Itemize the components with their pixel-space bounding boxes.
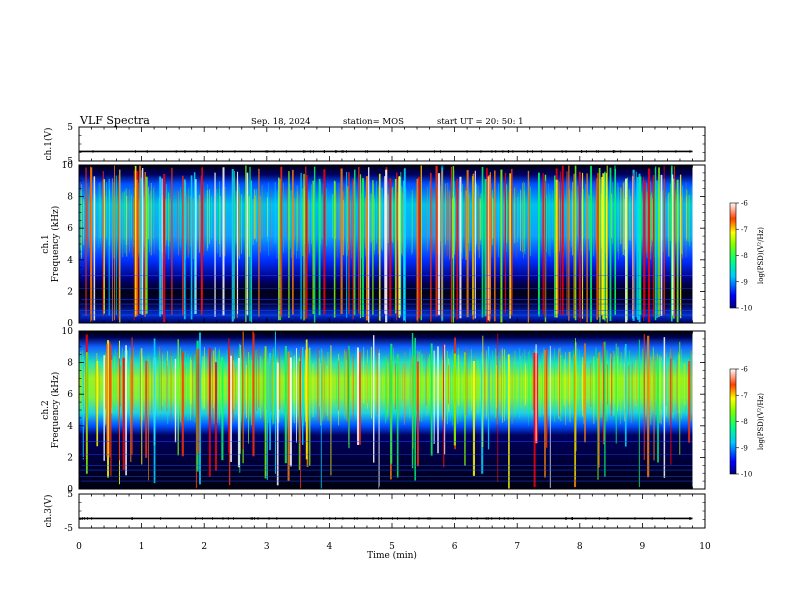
y-tick-label: 0 bbox=[67, 319, 73, 329]
x-tick-label: 9 bbox=[640, 542, 646, 552]
panel-frame bbox=[78, 126, 706, 162]
x-tick-label: 10 bbox=[699, 542, 711, 552]
y-tick-label: 5 bbox=[67, 490, 73, 500]
y-tick-label: 5 bbox=[67, 123, 73, 133]
colorbar-tick-label: -10 bbox=[741, 305, 752, 313]
ch1-voltage-panel: 5 -5 ch.1(V) bbox=[43, 123, 706, 167]
y-tick-label: 4 bbox=[67, 422, 73, 432]
y-tick-label: 2 bbox=[67, 287, 73, 297]
x-tick-label: 3 bbox=[264, 542, 270, 552]
ch1-colorbar: -6 -7 -8 -9 -10 log(PSD)(V²/Hz) bbox=[729, 200, 765, 313]
y-axis-label: ch.1(V) bbox=[43, 128, 54, 161]
colorbar-tick-label: -8 bbox=[741, 418, 748, 426]
y-tick-label: 10 bbox=[62, 327, 74, 337]
x-tick-label: 8 bbox=[577, 542, 583, 552]
y-tick-label: 10 bbox=[62, 161, 74, 171]
colorbar-tick-label: -9 bbox=[741, 444, 748, 452]
colorbar-tick-label: -6 bbox=[741, 200, 748, 208]
y-tick-label: 8 bbox=[67, 193, 73, 203]
x-tick-label: 6 bbox=[452, 542, 458, 552]
colorbar-gradient bbox=[729, 368, 737, 475]
y-axis-label: ch.3(V) bbox=[43, 495, 54, 528]
x-axis-label: Time (min) bbox=[367, 550, 417, 561]
x-tick-label: 7 bbox=[514, 542, 520, 552]
ch3-voltage-panel: 5 -5 ch.3(V) bbox=[43, 490, 706, 534]
colorbar-tick-label: -9 bbox=[741, 278, 748, 286]
colorbar-tick-label: -10 bbox=[741, 471, 752, 479]
colorbar-label: log(PSD)(V²/Hz) bbox=[757, 227, 765, 284]
colorbar-tick-label: -7 bbox=[741, 226, 748, 234]
colorbar-label: log(PSD)(V²/Hz) bbox=[757, 393, 765, 450]
y-tick-label: 2 bbox=[67, 453, 73, 463]
y-axis-label: ch.2 bbox=[41, 400, 51, 419]
y-tick-label: -5 bbox=[64, 157, 73, 167]
y-tick-label: -5 bbox=[64, 524, 73, 534]
colorbar-tick-label: -6 bbox=[741, 366, 748, 374]
x-tick-label: 5 bbox=[389, 542, 395, 552]
panel-frame bbox=[78, 493, 706, 529]
y-axis-label: ch.1 bbox=[41, 234, 51, 253]
colorbar-gradient bbox=[729, 202, 737, 309]
x-tick-label: 1 bbox=[139, 542, 145, 552]
colorbar-tick-label: -8 bbox=[741, 252, 748, 260]
panel-frame bbox=[78, 164, 706, 324]
y-tick-label: 6 bbox=[67, 390, 73, 400]
y-tick-label: 8 bbox=[67, 359, 73, 369]
station-label: station= MOS bbox=[343, 117, 404, 127]
x-tick-label: 4 bbox=[327, 542, 333, 552]
y-axis-label: Frequency (kHz) bbox=[50, 206, 61, 283]
ch2-spectrogram-panel: 0 2 4 6 8 10 ch.2 Frequency (kHz) bbox=[41, 327, 706, 495]
x-tick-label: 2 bbox=[201, 542, 207, 552]
y-axis-label: Frequency (kHz) bbox=[50, 372, 61, 449]
y-tick-label: 0 bbox=[67, 485, 73, 495]
start-time-label: start UT = 20: 50: 1 bbox=[437, 117, 524, 127]
panel-frame bbox=[78, 330, 706, 490]
y-tick-label: 6 bbox=[67, 224, 73, 234]
colorbar-tick-label: -7 bbox=[741, 392, 748, 400]
x-tick-label: 0 bbox=[76, 542, 82, 552]
ch1-spectrogram-panel: 0 2 4 6 8 10 ch.1 Frequency (kHz) bbox=[41, 161, 706, 329]
date-label: Sep. 18, 2024 bbox=[251, 117, 311, 127]
ch2-colorbar: -6 -7 -8 -9 -10 log(PSD)(V²/Hz) bbox=[729, 366, 765, 479]
y-tick-label: 4 bbox=[67, 256, 73, 266]
time-axis: 0 1 2 3 4 5 6 7 8 9 10 Time (min) bbox=[76, 542, 711, 561]
figure-title: VLF Spectra bbox=[79, 114, 150, 127]
